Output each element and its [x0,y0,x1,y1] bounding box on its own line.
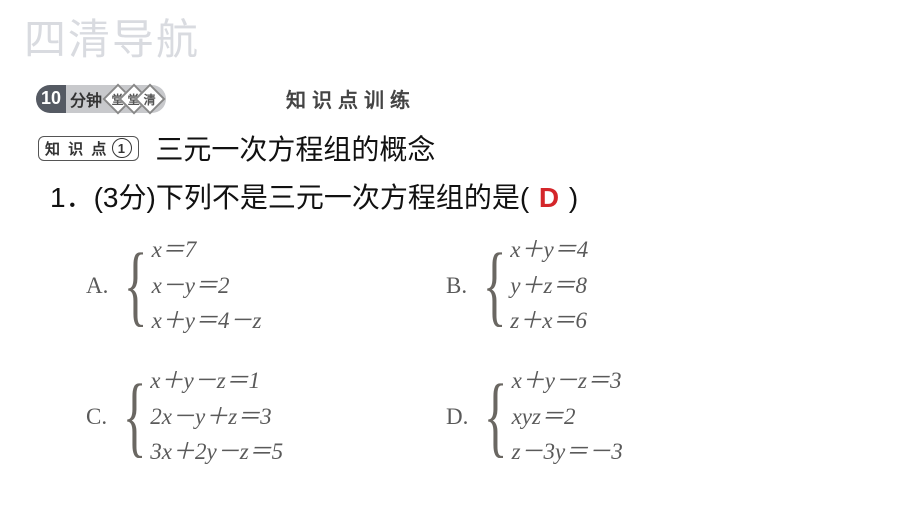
option-b-eq2: y＋z＝8 [510,268,588,304]
watermark: 四清导航 [24,6,200,67]
options-grid: A. { x＝7 x－y＝2 x＋y＝4－z B. { x＋y＝4 y＋z＝8 … [86,232,766,470]
option-d-label: D. [446,399,468,435]
brace-icon: { [484,376,508,457]
option-c-eq3: 3x＋2y－z＝5 [150,434,283,470]
header-row: 10 分钟 堂 堂 清 知识点训练 [36,84,884,113]
knowledge-point-title: 三元一次方程组的概念 [155,128,435,168]
question-stem: 1．(3分)下列不是三元一次方程组的是( D ) [50,176,578,216]
diamond-group: 堂 堂 清 [108,85,166,113]
option-b: B. { x＋y＝4 y＋z＝8 z＋x＝6 [446,232,766,339]
option-b-label: B. [446,268,467,304]
question-number: 1． [50,182,94,213]
option-c-label: C. [86,399,107,435]
brace-icon: { [483,245,507,326]
section-title: 知识点训练 [286,84,416,113]
question-closing: ) [561,182,578,213]
tag-prefix: 知 识 点 [45,138,108,159]
option-a-eq1: x＝7 [152,232,262,268]
brace-icon: { [124,245,148,326]
option-a-label: A. [86,268,108,304]
option-d-eq3: z－3y＝－3 [512,434,623,470]
answer-letter: D [539,182,559,213]
timer-pill: 10 分钟 堂 堂 清 [36,85,166,113]
option-a: A. { x＝7 x－y＝2 x＋y＝4－z [86,232,406,339]
option-b-eq3: z＋x＝6 [510,303,588,339]
option-b-eq1: x＋y＝4 [510,232,588,268]
option-a-eq2: x－y＝2 [152,268,262,304]
option-d-eq2: xyz＝2 [512,399,623,435]
question-score: (3分) [94,182,156,213]
option-d-eq1: x＋y－z＝3 [512,363,623,399]
option-d: D. { x＋y－z＝3 xyz＝2 z－3y＝－3 [446,363,766,470]
question-text: 下列不是三元一次方程组的是( [156,182,529,213]
option-a-eq3: x＋y＝4－z [152,303,262,339]
pill-number: 10 [36,85,66,113]
option-c: C. { x＋y－z＝1 2x－y＋z＝3 3x＋2y－z＝5 [86,363,406,470]
knowledge-point-tag: 知 识 点 1 [38,136,139,161]
brace-icon: { [123,376,147,457]
tag-number: 1 [112,138,132,158]
option-c-eq2: 2x－y＋z＝3 [150,399,283,435]
option-c-eq1: x＋y－z＝1 [150,363,283,399]
knowledge-point-row: 知 识 点 1 三元一次方程组的概念 [38,128,435,168]
